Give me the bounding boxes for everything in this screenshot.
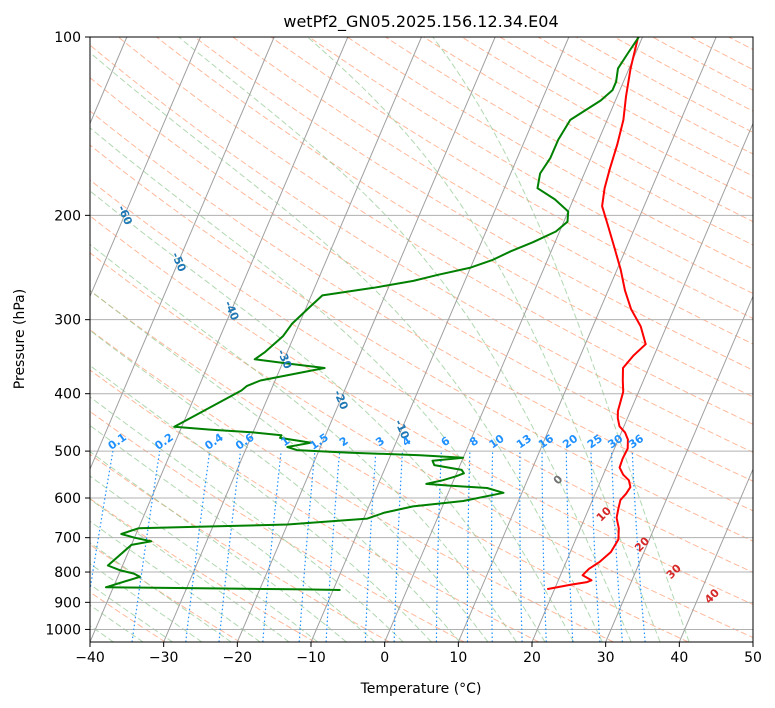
moist-adiabat (90, 583, 173, 642)
y-tick-label: 900 (54, 595, 81, 611)
mixing-ratio-line (90, 450, 114, 594)
moist-adiabat (90, 329, 461, 642)
dry-adiabat (232, 37, 753, 345)
dry-adiabat (90, 215, 753, 606)
dry-adiabat (90, 44, 753, 453)
x-tick-label: 10 (449, 650, 467, 666)
dry-adiabat (347, 37, 753, 270)
mixing-ratio-line (631, 451, 646, 642)
skewed-isotherm (90, 37, 349, 642)
x-tick-label: −30 (149, 650, 179, 666)
moist-adiabat (90, 396, 404, 642)
moist-adiabat (90, 542, 232, 642)
dry-adiabat (90, 179, 753, 573)
moist-adiabat (307, 37, 661, 642)
dry-adiabat (423, 37, 753, 223)
moist-adiabat (90, 243, 517, 642)
skewed-isotherm (384, 37, 643, 642)
x-tick-label: −10 (296, 650, 326, 666)
background-lines (90, 37, 753, 642)
moist-adiabat (90, 289, 489, 642)
x-tick-label: 20 (523, 650, 541, 666)
dry-adiabat (156, 37, 753, 398)
chart-title: wetPf2_GN05.2025.156.12.34.E04 (283, 12, 558, 32)
moist-adiabat (90, 520, 261, 642)
dry-adiabat (90, 453, 390, 642)
dry-adiabat (194, 37, 753, 371)
mixing-ratio-line (262, 451, 282, 642)
moist-adiabat (90, 451, 347, 642)
y-tick-label: 600 (54, 491, 81, 507)
x-tick-label: 30 (597, 650, 615, 666)
y-tick-label: 800 (54, 565, 81, 581)
dry-adiabat (90, 329, 614, 642)
dry-adiabat (90, 144, 753, 542)
moist-adiabat (432, 37, 690, 642)
dry-adiabat (90, 290, 689, 642)
skewed-isotherm (531, 122, 753, 642)
dry-adiabat (90, 252, 753, 639)
skewed-isotherm (90, 37, 201, 298)
y-tick-label: 500 (54, 444, 81, 460)
dry-adiabat (90, 369, 540, 642)
dry-adiabat (308, 37, 753, 294)
skewed-isotherm (310, 37, 570, 642)
y-tick-label: 100 (54, 30, 81, 46)
temperature-profile (547, 37, 647, 591)
dry-adiabat (270, 37, 753, 320)
y-axis: 100 200 300 400 500 600 700 800 900 1000 (45, 30, 90, 638)
skewed-isotherm (236, 37, 496, 642)
plot-frame (89, 36, 754, 643)
x-axis-label: Temperature (°C) (360, 681, 482, 697)
skewed-isotherm (163, 37, 422, 642)
x-tick-label: 50 (744, 650, 762, 666)
moist-adiabat (178, 37, 632, 642)
skewed-isotherm (457, 37, 717, 642)
mixing-ratio-line (218, 451, 242, 642)
skewed-isotherm (605, 295, 753, 642)
y-axis-label: Pressure (hPa) (12, 289, 28, 389)
x-tick-label: −40 (75, 650, 105, 666)
y-tick-label: 700 (54, 531, 81, 547)
y-tick-label: 200 (54, 208, 81, 224)
moist-adiabat (90, 364, 432, 642)
mixing-ratio-line (185, 451, 211, 642)
x-axis: −40 −30 −20 −10 0 10 20 30 40 50 (75, 642, 762, 666)
dry-adiabat (90, 110, 753, 512)
dewpoint-profile (104, 37, 640, 591)
y-tick-label: 300 (54, 313, 81, 329)
mixing-ratio-line (131, 451, 161, 642)
moist-adiabat (90, 190, 546, 642)
dry-adiabat (461, 37, 753, 200)
sounding-lines (104, 37, 647, 591)
moist-adiabat (90, 51, 603, 642)
dry-adiabat (537, 37, 753, 155)
moist-adiabat (90, 424, 376, 642)
moist-adiabat (90, 563, 203, 642)
x-tick-label: −20 (223, 650, 253, 666)
x-tick-label: 0 (380, 650, 389, 666)
mixing-ratio-line (298, 451, 316, 642)
y-tick-label: 1000 (45, 622, 81, 638)
skewed-isotherm (90, 37, 275, 471)
moist-adiabat (90, 475, 319, 642)
x-tick-label: 40 (670, 650, 688, 666)
skewed-isotherm (678, 467, 753, 642)
y-tick-label: 400 (54, 387, 81, 403)
